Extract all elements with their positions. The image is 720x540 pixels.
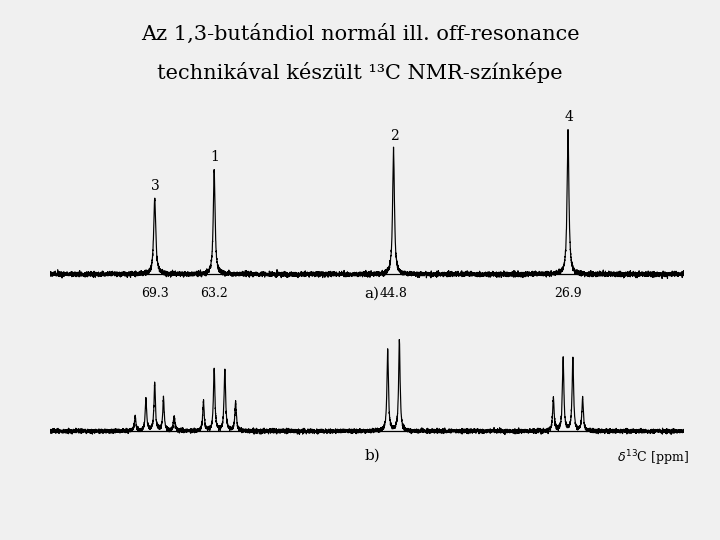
- Text: 2: 2: [390, 129, 398, 143]
- Text: a): a): [364, 287, 379, 301]
- Text: 1: 1: [210, 151, 219, 165]
- Text: b): b): [364, 449, 380, 463]
- Text: technikával készült ¹³C NMR-színképe: technikával készült ¹³C NMR-színképe: [157, 62, 563, 83]
- Text: 63.2: 63.2: [200, 287, 228, 300]
- Text: $\delta^{13}$C [ppm]: $\delta^{13}$C [ppm]: [617, 449, 689, 468]
- Text: 3: 3: [150, 179, 160, 193]
- Text: 26.9: 26.9: [554, 287, 582, 300]
- Text: Az 1,3-butándiol normál ill. off-resonance: Az 1,3-butándiol normál ill. off-resonan…: [140, 24, 580, 44]
- Text: 4: 4: [564, 110, 573, 124]
- Text: 69.3: 69.3: [141, 287, 168, 300]
- Text: 44.8: 44.8: [379, 287, 408, 300]
